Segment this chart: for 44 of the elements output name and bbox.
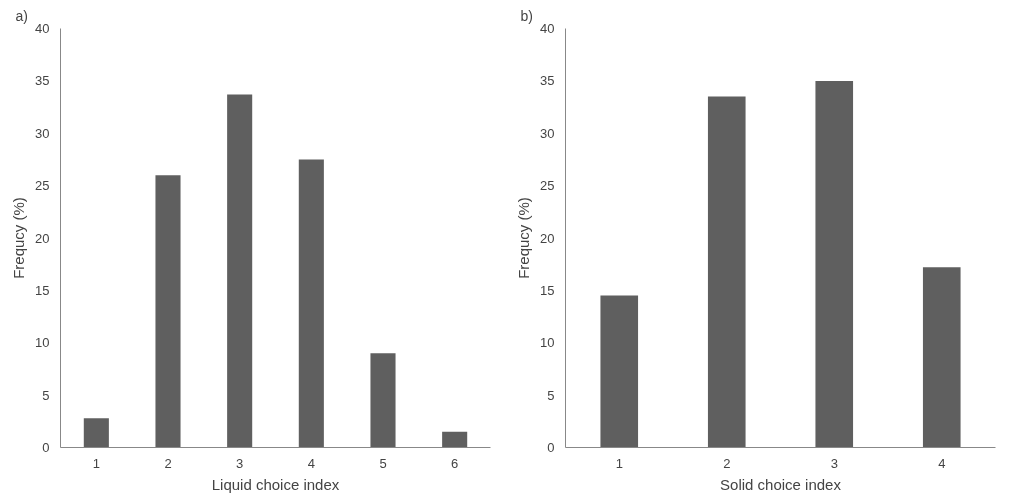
y-tick-label: 20 xyxy=(540,230,555,246)
y-tick-label: 30 xyxy=(35,125,50,141)
y-axis-title: Frequcy (%) xyxy=(10,197,28,279)
bar xyxy=(600,295,639,448)
y-tick-label: 25 xyxy=(35,178,50,194)
x-tick-label: 5 xyxy=(379,455,387,471)
bar xyxy=(922,267,961,448)
bar xyxy=(442,431,468,448)
x-tick-label: 2 xyxy=(164,455,172,471)
x-tick-label: 3 xyxy=(236,455,244,471)
bar xyxy=(227,94,253,448)
y-tick-label: 35 xyxy=(35,73,50,89)
bar xyxy=(707,96,746,448)
x-axis-title: Solid choice index xyxy=(720,475,842,493)
y-tick-label: 40 xyxy=(540,21,555,36)
y-tick-label: 35 xyxy=(540,73,555,89)
y-tick-label: 15 xyxy=(35,282,50,298)
chart-title: a) xyxy=(15,7,28,24)
chart-title: b) xyxy=(520,7,533,24)
x-tick-label: 2 xyxy=(723,455,731,471)
x-tick-label: 6 xyxy=(451,455,459,471)
y-tick-label: 5 xyxy=(547,387,555,403)
bar xyxy=(298,159,324,448)
y-tick-label: 40 xyxy=(35,21,50,36)
x-axis-title: Liquid choice index xyxy=(211,475,340,493)
y-tick-label: 0 xyxy=(42,440,50,455)
x-tick-label: 3 xyxy=(830,455,838,471)
x-tick-label: 4 xyxy=(938,455,946,471)
x-tick-label: 1 xyxy=(615,455,623,471)
y-axis-title: Frequcy (%) xyxy=(515,197,533,279)
bar xyxy=(83,418,109,448)
x-tick-label: 4 xyxy=(307,455,315,471)
y-tick-label: 30 xyxy=(540,125,555,141)
y-tick-label: 20 xyxy=(35,230,50,246)
y-tick-label: 10 xyxy=(540,335,555,351)
bar xyxy=(155,175,181,448)
y-tick-label: 15 xyxy=(540,282,555,298)
y-tick-label: 25 xyxy=(540,178,555,194)
bar xyxy=(370,353,396,448)
y-tick-label: 0 xyxy=(547,440,555,455)
x-tick-label: 1 xyxy=(92,455,100,471)
bar xyxy=(815,80,854,448)
y-tick-label: 5 xyxy=(42,387,50,403)
y-tick-label: 10 xyxy=(35,335,50,351)
